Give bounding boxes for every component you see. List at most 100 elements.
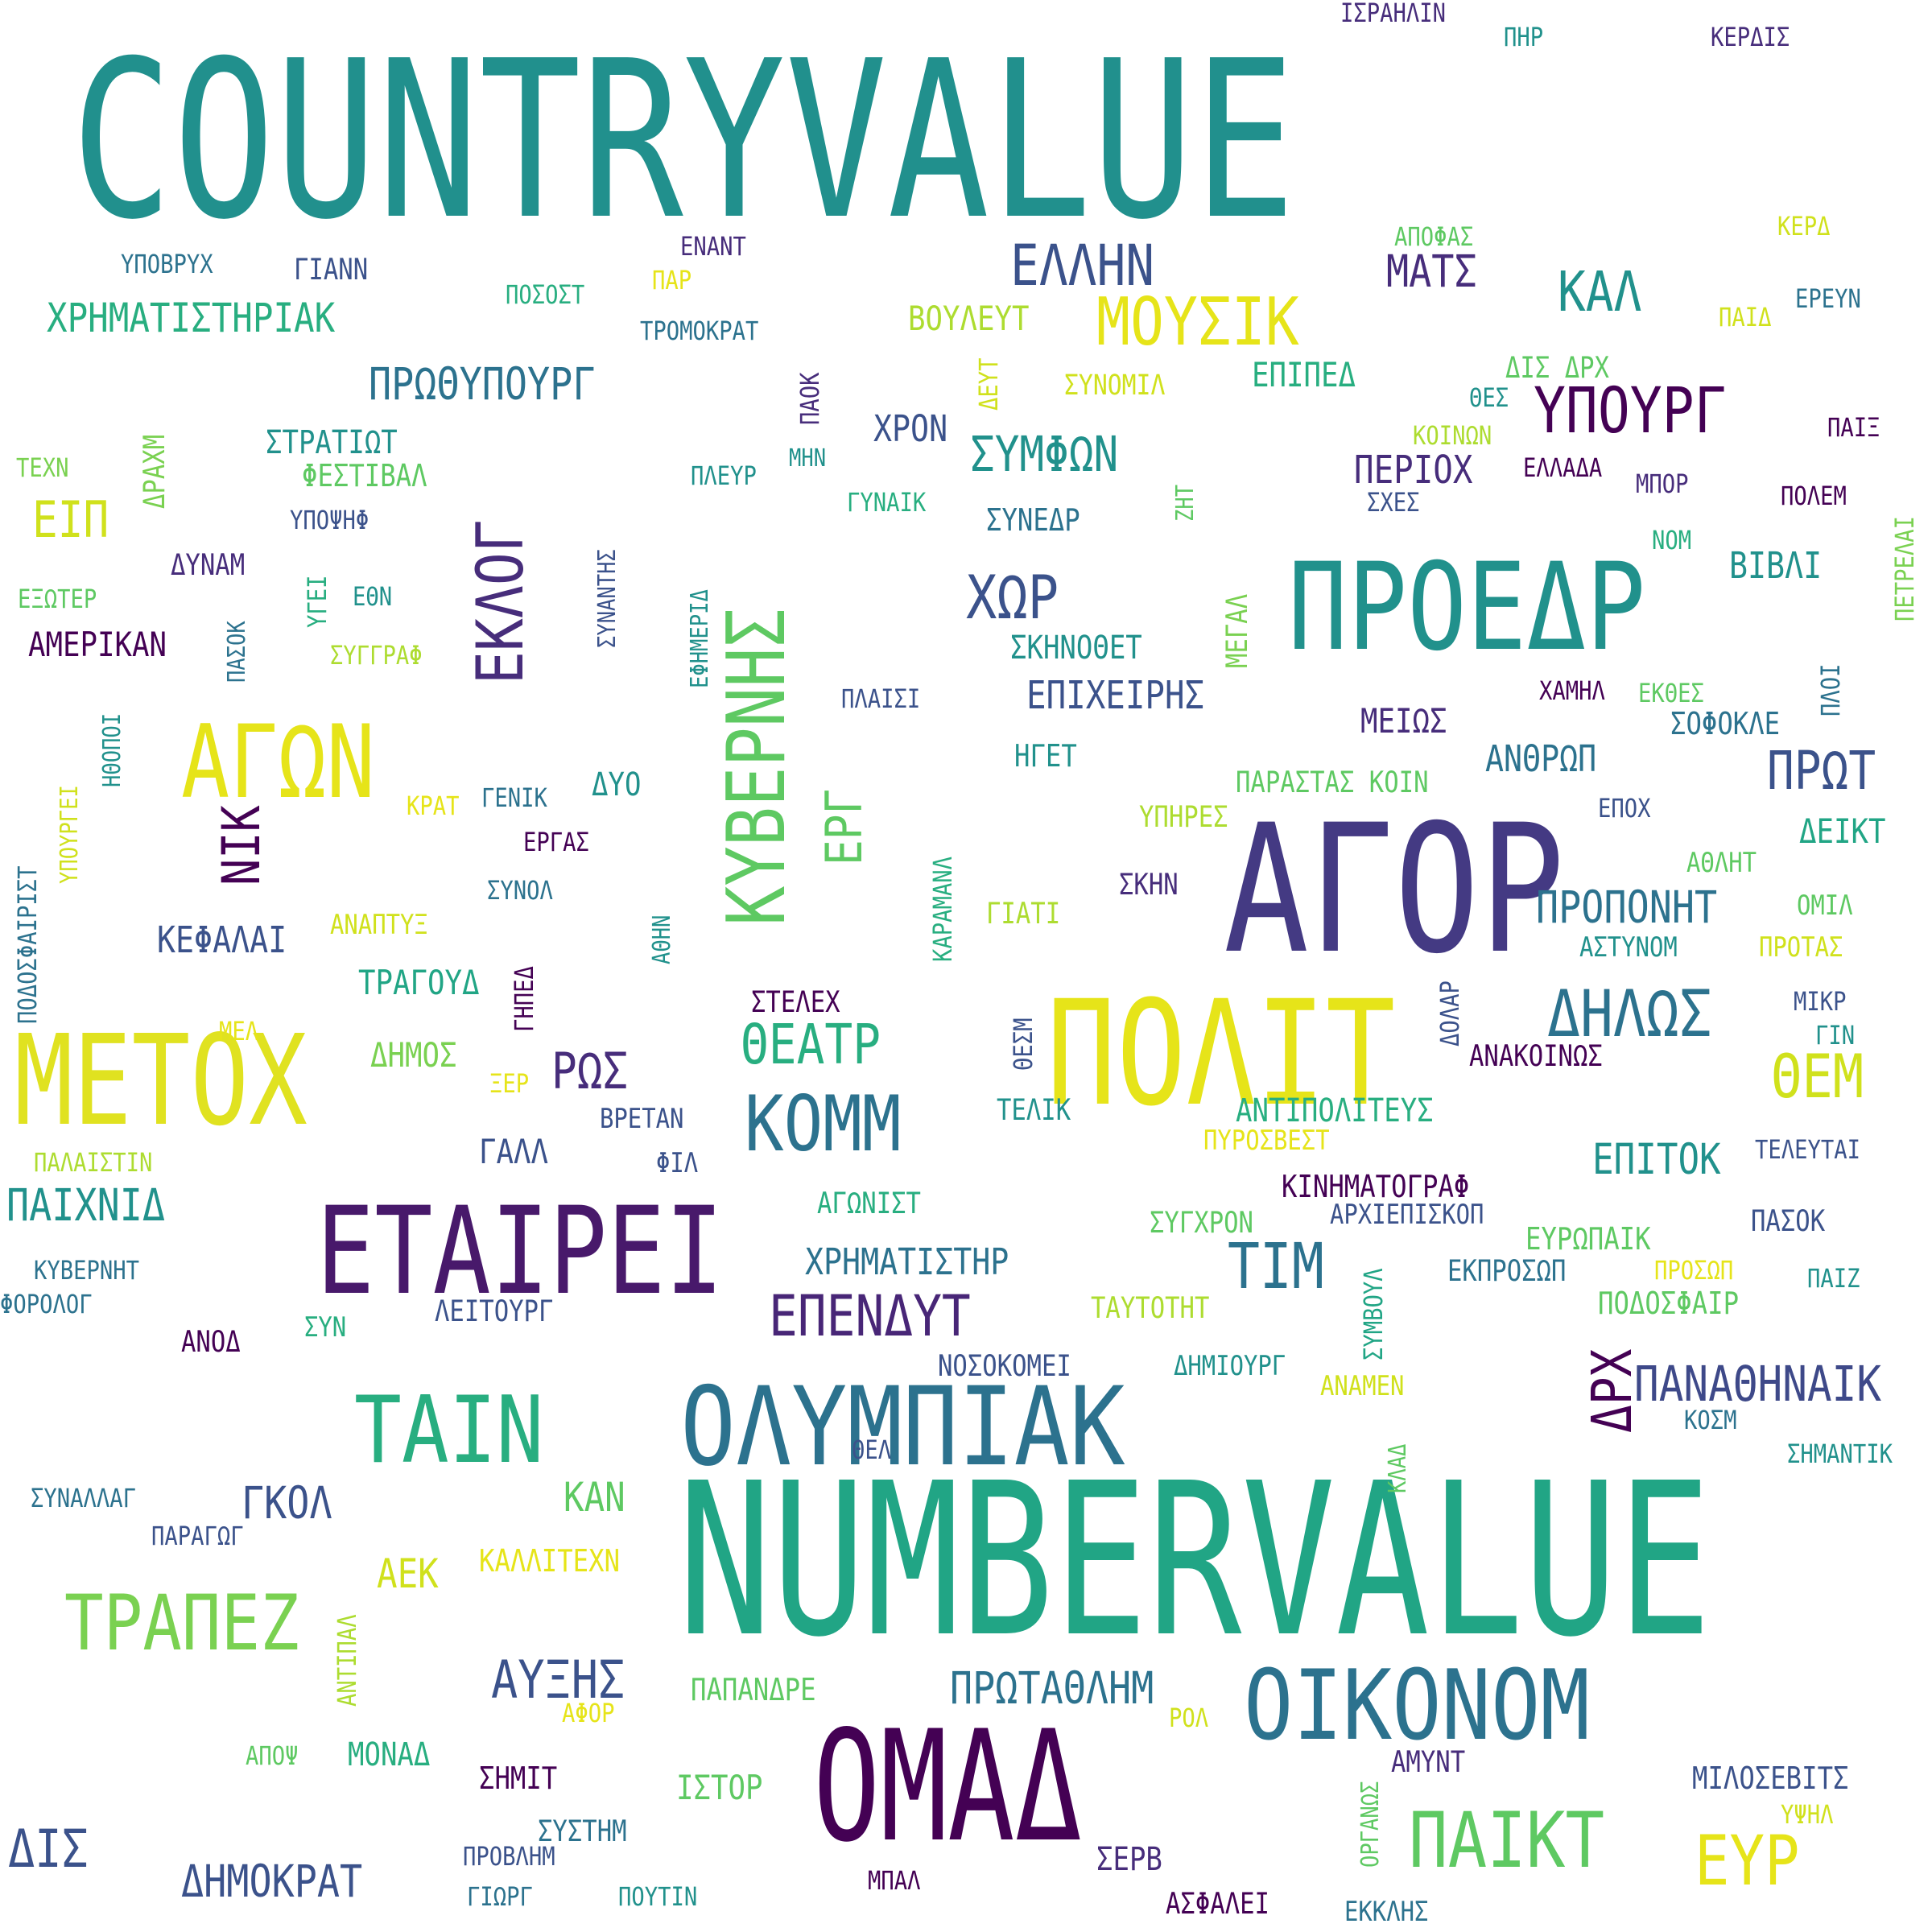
word-ayxis: ΑΥΞΗΣ <box>491 1650 625 1711</box>
word-tragoud: ΤΡΑΓΟΥΔ <box>358 963 480 1002</box>
word-protas: ΠΡΟΤΑΣ <box>1759 931 1843 964</box>
word-exoter: ΕΞΩΤΕΡ <box>18 584 97 614</box>
word-milosevits: ΜΙΛΟΣΕΒΙΤΣ <box>1692 1761 1849 1796</box>
word-min: ΜΗΝ <box>789 444 827 473</box>
word-agor: ΑΓΟΡ <box>1224 786 1565 993</box>
word-karamanl: ΚΑΡΑΜΑΝΛ <box>927 856 958 962</box>
word-synomil: ΣΥΝΟΜΙΛ <box>1064 369 1166 402</box>
word-them: ΘΕΜ <box>1771 1041 1864 1112</box>
word-pyrosvest: ΠΥΡΟΣΒΕΣΤ <box>1203 1125 1330 1157</box>
word-tromokrat: ΤΡΟΜΟΚΡΑΤ <box>640 316 759 346</box>
word-nom: ΝΟΜ <box>1652 525 1692 555</box>
word-taytotit: ΤΑΥΤΟΤΗΤ <box>1091 1292 1210 1325</box>
word-dimokrat: ΔΗΜΟΚΡΑΤ <box>181 1856 363 1907</box>
word-anod: ΑΝΟΔ <box>181 1326 241 1359</box>
word-vivli: ΒΙΒΛΙ <box>1729 544 1823 587</box>
word-ekklis: ΕΚΚΛΗΣ <box>1344 1896 1429 1928</box>
word-istor: ΙΣΤΟΡ <box>676 1768 763 1807</box>
word-agon: ΑΓΩΝ <box>181 704 375 821</box>
word-tain: ΤΑΙΝ <box>354 1377 544 1484</box>
word-synallag: ΣΥΝΑΛΛΑΓ <box>31 1483 137 1513</box>
word-synol: ΣΥΝΟΛ <box>487 875 553 906</box>
word-prosop: ΠΡΟΣΩΠ <box>1654 1255 1734 1286</box>
word-antipoliteys: ΑΝΤΙΠΟΛΙΤΕΥΣ <box>1236 1092 1434 1129</box>
word-pasok-left: ΠΑΣΟΚ <box>223 621 251 683</box>
word-ellada: ΕΛΛΑΔΑ <box>1523 452 1603 483</box>
word-klad: ΚΛΑΔ <box>1384 1443 1412 1493</box>
word-ypovrych: ΥΠΟΒΡΥΧ <box>121 249 213 279</box>
word-protathlim: ΠΡΩΤΑΘΛΗΜ <box>950 1662 1154 1714</box>
word-amynt: ΑΜΥΝΤ <box>1391 1746 1466 1779</box>
word-par: ΠΑΡ <box>652 265 692 295</box>
word-perioch: ΠΕΡΙΟΧ <box>1354 448 1473 493</box>
word-kefalai: ΚΕΦΑΛΑΙ <box>157 919 287 961</box>
word-mel: ΜΕΛ <box>219 1016 259 1046</box>
word-amerikan: ΑΜΕΡΙΚΑΝ <box>28 625 167 664</box>
word-dimiourg: ΔΗΜΙΟΥΡΓ <box>1174 1350 1286 1382</box>
word-texn: ΤΕΧΝ <box>16 452 69 483</box>
word-countryvalue: COUNTRYVALUE <box>71 14 1296 267</box>
word-metox: ΜΕΤΟΧ <box>14 1008 308 1154</box>
word-plaisi: ΠΛΑΙΣΙ <box>841 683 921 714</box>
word-anamen: ΑΝΑΜΕΝ <box>1320 1370 1405 1402</box>
word-parastas-koin: ΠΑΡΑΣΤΑΣ ΚΟΙΝ <box>1236 766 1429 799</box>
word-ygei: ΥΓΕΙ <box>302 575 332 628</box>
word-kerdis: ΚΕΡΔΙΣ <box>1711 22 1790 52</box>
word-mats: ΜΑΤΣ <box>1386 246 1477 297</box>
word-proponit: ΠΡΟΠΟΝΗΤ <box>1536 881 1718 933</box>
word-kallitexn: ΚΑΛΛΙΤΕΧΝ <box>479 1543 621 1579</box>
word-podosfair: ΠΟΔΟΣΦΑΙΡ <box>1598 1286 1740 1321</box>
word-petrelai: ΠΕΤΡΕΛΑΙ <box>1889 515 1920 621</box>
word-gynaik: ΓΥΝΑΙΚ <box>847 487 927 518</box>
word-thes: ΘΕΣ <box>1469 382 1509 413</box>
word-dyo: ΔΥΟ <box>592 766 642 803</box>
word-teleytai: ΤΕΛΕΥΤΑΙ <box>1755 1134 1861 1165</box>
word-poutin: ΠΟΥΤΙΝ <box>618 1881 698 1912</box>
word-eklog: ΕΚΛΟΓ <box>463 519 538 684</box>
word-genik: ΓΕΝΙΚ <box>481 782 547 813</box>
word-xron: ΧΡΟΝ <box>873 407 948 450</box>
word-ellin: ΕΛΛΗΝ <box>1010 233 1155 299</box>
word-stelech: ΣΤΕΛΕΧ <box>751 986 840 1019</box>
word-erg: ΕΡΓ <box>815 788 873 865</box>
word-ekprosop: ΕΚΠΡΟΣΩΠ <box>1447 1255 1567 1288</box>
word-theatr: ΘΕΑΤΡ <box>741 1013 881 1077</box>
word-proedr: ΠΡΟΕΔΡ <box>1288 538 1646 678</box>
word-deikt: ΔΕΙΚΤ <box>1799 811 1886 851</box>
word-omil: ΟΜΙΛ <box>1797 890 1853 922</box>
word-apops: ΑΠΟΨ <box>246 1740 299 1771</box>
word-ypourg: ΥΠΟΥΡΓ <box>1534 375 1727 448</box>
word-ependyt: ΕΠΕΝΔΥΤ <box>769 1283 971 1349</box>
word-thel: ΘΕΛ <box>852 1435 892 1465</box>
word-ypsil: ΥΨΗΛ <box>1781 1799 1834 1830</box>
word-pir: ΠΗΡ <box>1504 22 1544 52</box>
word-provlim: ΠΡΟΒΛΗΜ <box>463 1841 555 1872</box>
word-epitok: ΕΠΙΤΟΚ <box>1592 1136 1721 1184</box>
word-astynom: ΑΣΤΥΝΟΜ <box>1579 931 1678 964</box>
word-zit: ΖΗΤ <box>1171 484 1199 522</box>
word-synantis: ΣΥΝΑΝΤΗΣ <box>593 549 621 648</box>
word-serv: ΣΕΡΒ <box>1096 1841 1162 1878</box>
word-epoch: ΕΠΟΧ <box>1598 793 1651 824</box>
word-aek: ΑΕΚ <box>377 1550 439 1597</box>
word-sofokle: ΣΟΦΟΚΛΕ <box>1670 706 1781 741</box>
word-simit: ΣΗΜΙΤ <box>479 1761 558 1796</box>
word-thesm: ΘΕΣΜ <box>1008 1018 1038 1071</box>
word-syggraf: ΣΥΓΓΡΑΦ <box>330 640 423 671</box>
word-kosm: ΚΟΣΜ <box>1684 1405 1737 1435</box>
word-efimerid: ΕΦΗΜΕΡΙΔ <box>686 589 714 688</box>
word-agonist: ΑΓΩΝΙΣΤ <box>817 1187 921 1220</box>
word-syn: ΣΥΝ <box>304 1311 347 1344</box>
word-iget: ΗΓΕΤ <box>1014 738 1077 774</box>
word-ploi: ΠΛΟΙ <box>1815 663 1846 716</box>
word-enant: ΕΝΑΝΤ <box>680 231 746 262</box>
word-ethn: ΕΘΝ <box>353 581 393 612</box>
word-nosokomei: ΝΟΣΟΚΟΜΕΙ <box>938 1350 1071 1383</box>
word-symvoul: ΣΥΜΒΟΥΛ <box>1358 1268 1389 1360</box>
word-mpal: ΜΠΑΛ <box>868 1865 921 1896</box>
word-vretan: ΒΡΕΤΑΝ <box>600 1103 684 1135</box>
word-omad: ΟΜΑΔ <box>813 1698 1083 1876</box>
word-plevr: ΠΛΕΥΡ <box>691 460 757 491</box>
word-athin: ΑΘΗΝ <box>648 914 676 964</box>
